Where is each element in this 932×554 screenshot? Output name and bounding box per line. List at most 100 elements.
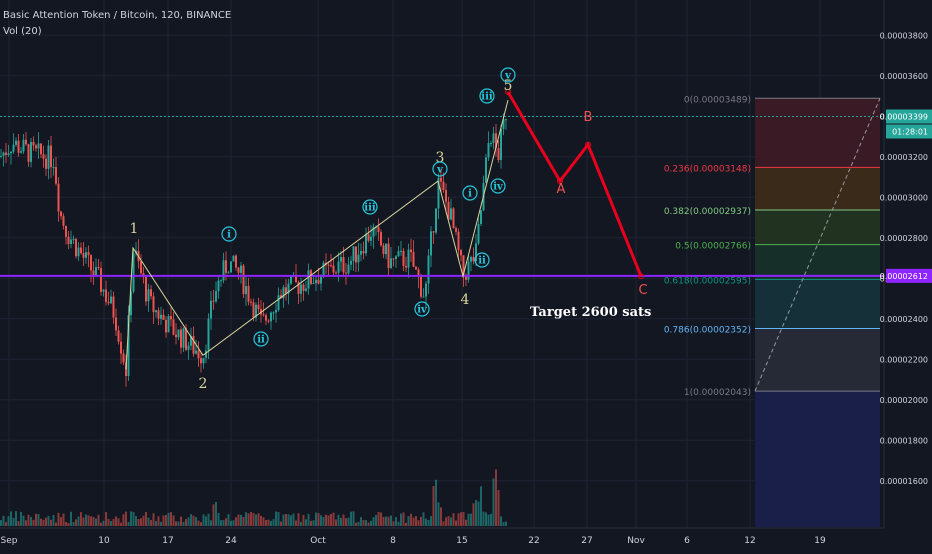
time-tick-label: 17: [162, 536, 173, 546]
volume-bar: [57, 512, 60, 526]
candle-body: [300, 284, 302, 294]
candle-body: [290, 276, 292, 284]
volume-bar: [340, 517, 342, 526]
volume-bar: [305, 519, 307, 526]
candle-body: [405, 265, 407, 268]
time-tick-label: 10: [98, 536, 110, 546]
candle-body: [257, 304, 260, 310]
candle-body: [275, 309, 277, 313]
candle-body: [487, 143, 490, 158]
candle-body: [65, 225, 67, 237]
volume-bar: [407, 516, 410, 526]
fib-zone: [755, 244, 880, 280]
volume-bar: [412, 517, 415, 526]
minor-wave-marker: [474, 252, 490, 268]
time-tick-label: 8: [390, 536, 396, 546]
correction-label-2: C: [638, 283, 647, 298]
volume-bar: [120, 522, 122, 526]
volume-bar: [155, 521, 157, 526]
candle-body: [362, 251, 365, 254]
candle-body: [20, 151, 22, 153]
candle-body: [302, 284, 305, 291]
volume-bar: [342, 514, 345, 526]
fib-retracement[interactable]: 0(0.00003489) 0.236(0.00003148) 0.382(0.00…: [664, 95, 881, 528]
volume-bar: [470, 513, 472, 526]
candle-body: [385, 243, 387, 255]
candle-body: [112, 296, 115, 318]
volume-bar: [302, 514, 305, 526]
fib-level-label: 1(0.00002043): [684, 388, 751, 398]
candle-body: [167, 316, 170, 333]
candle-body: [200, 358, 202, 364]
volume-bar: [310, 520, 312, 526]
volume-bar: [47, 515, 50, 526]
abc-correction-point: [505, 89, 511, 95]
candle-body: [345, 272, 347, 274]
candle-body: [0, 155, 2, 157]
candle-body: [490, 143, 492, 145]
candle-body: [187, 345, 190, 350]
candle-body: [457, 231, 460, 251]
volume-bar: [250, 511, 252, 526]
fib-level-label: 0.236(0.00003148): [664, 164, 751, 174]
wave-label-1: 1: [130, 221, 139, 237]
volume-bar: [420, 516, 422, 526]
fib-level-label: 0.618(0.00002595): [664, 276, 751, 286]
candle-body: [382, 245, 385, 255]
candle-body: [210, 300, 212, 319]
volume-bar: [390, 515, 392, 526]
volume-bar: [25, 520, 27, 526]
volume-bar: [27, 514, 30, 526]
candle-body: [170, 316, 172, 320]
candle-body: [425, 283, 427, 297]
candle-body: [285, 287, 287, 294]
volume-bar: [400, 513, 402, 526]
price-axis[interactable]: 0.000038000.000036000.000034000.00003200…: [880, 31, 932, 486]
candle-body: [317, 279, 320, 284]
candle-body: [242, 265, 245, 295]
minor-wave-label: iv: [417, 305, 428, 316]
volume-bar: [65, 521, 67, 526]
price-tick-label: 0.00003200: [880, 153, 928, 162]
candle-body: [182, 328, 185, 348]
volume-bar: [367, 522, 370, 526]
volume-bar: [382, 516, 385, 526]
volume-bar: [377, 512, 380, 526]
volume-bar: [485, 512, 487, 526]
minor-wave-marker: [253, 331, 269, 347]
minor-wave-marker: [500, 67, 516, 83]
volume-bar: [347, 517, 350, 526]
volume-bar: [235, 517, 237, 526]
volume-bar: [75, 519, 77, 526]
candle-body: [162, 314, 165, 320]
candle-body: [502, 119, 505, 129]
candle-body: [57, 183, 60, 212]
volume-bar: [187, 517, 190, 526]
candle-body: [432, 231, 435, 233]
time-axis[interactable]: Sep 10 17 24 Oct 8 15 22 27 Nov 6 12 19: [1, 536, 826, 546]
volume-bar: [345, 518, 347, 526]
drawing-lines[interactable]: [0, 89, 884, 370]
minor-wave-marker: [462, 185, 478, 201]
volume-bar: [52, 515, 55, 526]
volume-bar: [490, 513, 492, 526]
candle-body: [412, 252, 415, 267]
volume-bar: [437, 502, 440, 526]
time-tick-label: 19: [814, 536, 826, 546]
price-tick-label: 0.00002400: [880, 315, 928, 324]
volume-bar: [180, 516, 182, 526]
candle-body: [505, 119, 507, 121]
candle-body: [85, 252, 87, 258]
candle-body: [197, 350, 200, 359]
volume-bar: [380, 512, 382, 526]
volume-bar: [237, 514, 240, 526]
volume-bar: [102, 520, 105, 526]
candle-body: [422, 296, 425, 298]
candle-body: [7, 153, 10, 155]
volume-bar: [80, 512, 82, 526]
volume-bar: [495, 469, 497, 526]
candle-body: [347, 264, 350, 274]
volume-bar: [150, 520, 152, 526]
candle-body: [465, 276, 467, 280]
